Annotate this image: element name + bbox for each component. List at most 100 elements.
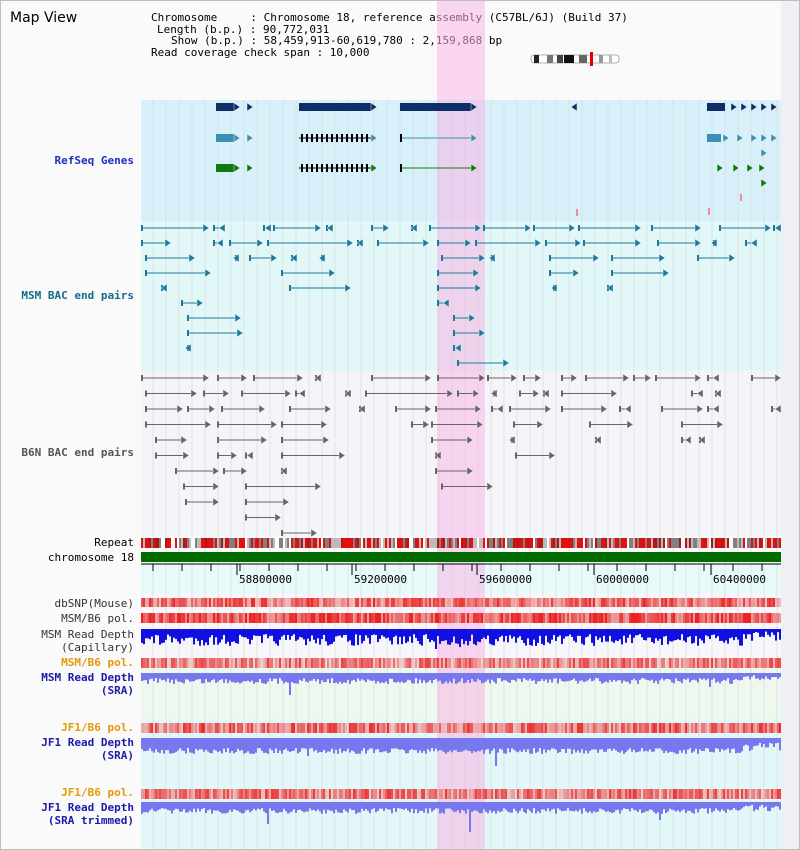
depth-bar: [699, 673, 701, 679]
b6n-bac-end-pairs[interactable]: [141, 373, 782, 538]
repeat-segment: [671, 538, 673, 548]
track-label-b6n-bac[interactable]: B6N BAC end pairs: [21, 446, 134, 459]
depth-bar: [225, 802, 227, 814]
heat-cell: [177, 658, 179, 668]
depth-bar: [535, 802, 537, 814]
heat-cell: [715, 613, 717, 623]
depth-bar: [487, 673, 489, 680]
depth-bar: [541, 673, 543, 680]
depth-bar: [337, 673, 339, 684]
depth-bar: [271, 738, 273, 751]
heat-cell: [617, 598, 619, 607]
heat-cell: [237, 658, 239, 668]
depth-bar: [379, 738, 381, 753]
heat-cell: [397, 658, 399, 668]
heat-cell: [351, 658, 353, 668]
heat-cell: [347, 613, 349, 623]
bac-end-left: [561, 406, 563, 412]
depth-bar: [405, 802, 407, 809]
heat-cell: [647, 658, 649, 668]
heat-cell: [547, 789, 549, 799]
heat-cell: [743, 598, 745, 607]
depth-bar: [599, 738, 601, 750]
depth-bar: [521, 738, 523, 752]
repeat-segment: [637, 538, 639, 548]
bac-end-left: [475, 240, 477, 246]
heat-cell: [645, 789, 647, 799]
heat-cell: [501, 598, 503, 607]
refseq-genes[interactable]: [216, 102, 778, 216]
heat-cell: [447, 658, 449, 668]
heat-cell: [775, 613, 777, 623]
heat-cell: [657, 658, 659, 668]
depth-bar: [529, 629, 531, 645]
heat-cell: [615, 723, 617, 733]
heat-cell: [723, 613, 725, 623]
heat-cell: [189, 723, 191, 733]
depth-bar: [329, 802, 331, 811]
heat-cell: [619, 658, 621, 668]
heat-cell: [275, 723, 277, 733]
heat-cell: [365, 789, 367, 799]
strand-arrow: [258, 404, 266, 414]
heat-cell: [589, 598, 591, 607]
heat-cell: [375, 789, 377, 799]
depth-bar: [767, 629, 769, 635]
depth-bar: [357, 802, 359, 813]
track-label-refseq[interactable]: RefSeq Genes: [54, 154, 134, 167]
track-label-jf1-depth-trim-sub: (SRA trimmed): [47, 814, 134, 827]
heat-cell: [687, 789, 689, 799]
heat-cell: [699, 789, 701, 799]
heat-cell: [357, 598, 359, 607]
depth-bar: [235, 673, 237, 683]
heat-cell: [705, 723, 707, 733]
heat-cell: [611, 613, 613, 623]
depth-bar: [347, 629, 349, 642]
msm-bac-end-pairs[interactable]: [141, 223, 782, 368]
heat-cell: [539, 789, 541, 799]
heat-cell: [469, 598, 471, 607]
heat-cell: [197, 598, 199, 607]
heat-cell: [603, 598, 605, 607]
heat-cell: [211, 723, 213, 733]
depth-bar: [473, 738, 475, 752]
depth-bar: [519, 673, 521, 680]
heat-cell: [499, 613, 501, 623]
heat-cell: [691, 658, 693, 668]
strand-arrow: [490, 389, 498, 398]
heat-cell: [475, 723, 477, 733]
heat-cell: [659, 598, 661, 607]
track-label-msm-bac[interactable]: MSM BAC end pairs: [21, 289, 134, 302]
depth-bar: [739, 802, 741, 810]
heat-cell: [199, 789, 201, 799]
depth-bar: [477, 673, 479, 679]
strand-arrow: [696, 404, 704, 414]
depth-bar: [703, 673, 705, 679]
heat-cell: [399, 613, 401, 623]
bac-end-left: [263, 225, 265, 231]
depth-bar: [497, 738, 499, 753]
heat-cell: [209, 723, 211, 733]
heat-cell: [683, 658, 685, 668]
heat-cell: [223, 658, 225, 668]
heat-cell: [627, 723, 629, 733]
heat-cell: [519, 598, 521, 607]
depth-bar: [575, 802, 577, 811]
heat-cell: [327, 658, 329, 668]
depth-bar: [197, 629, 199, 641]
heat-cell: [541, 598, 543, 607]
heat-cell: [729, 723, 731, 733]
repeat-segment: [485, 538, 487, 548]
strand-arrow: [466, 466, 474, 476]
strand-arrow: [370, 102, 378, 112]
depth-bar: [739, 673, 741, 681]
depth-bar: [367, 738, 369, 751]
heat-cell: [427, 613, 429, 623]
heat-cell: [749, 658, 751, 668]
heat-cell: [229, 613, 231, 623]
heat-cell: [773, 613, 775, 623]
heat-cell: [763, 723, 765, 733]
heat-cell: [247, 723, 249, 733]
depth-bar: [271, 802, 273, 811]
